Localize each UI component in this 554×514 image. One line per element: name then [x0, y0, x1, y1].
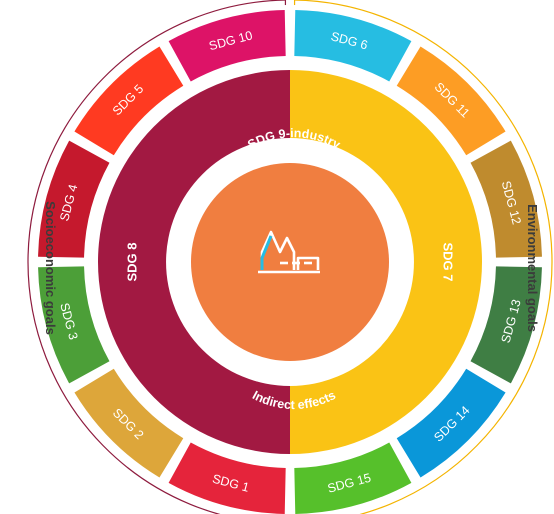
- socioeconomic-goals-label: Socioeconomic goals: [43, 201, 58, 335]
- bracket-environmental: [293, 0, 553, 514]
- factory-icon: [258, 230, 320, 274]
- inner-label-sdg-8: SDG 8: [125, 242, 140, 281]
- segment-sdg-6: SDG 6: [294, 10, 412, 82]
- segment-sdg-3: SDG 3: [38, 266, 110, 384]
- segment-sdg-14: SDG 14: [396, 368, 506, 478]
- bracket-socioeconomic: [27, 0, 287, 514]
- segment-sdg-15: SDG 15: [294, 442, 412, 514]
- environmental-goals-label: Environmental goals: [525, 204, 540, 332]
- center-circle: [191, 163, 389, 361]
- inner-segment-sdg-8: SDG 8: [98, 70, 290, 454]
- segment-sdg-10: SDG 10: [168, 10, 286, 82]
- segment-sdg-4: SDG 4: [38, 140, 110, 258]
- inner-label-sdg-7: SDG 7: [441, 242, 456, 281]
- inner-ring: SDG 7 SDG 8: [98, 70, 482, 454]
- segment-sdg-1: SDG 1: [168, 442, 286, 514]
- segment-sdg-11: SDG 11: [396, 46, 506, 156]
- inner-segment-sdg-7: SDG 7: [290, 70, 482, 454]
- segment-sdg-2: SDG 2: [74, 368, 184, 478]
- segment-sdg-12: SDG 12: [470, 140, 542, 258]
- segment-sdg-13: SDG 13: [470, 266, 542, 384]
- segment-sdg-5: SDG 5: [74, 46, 184, 156]
